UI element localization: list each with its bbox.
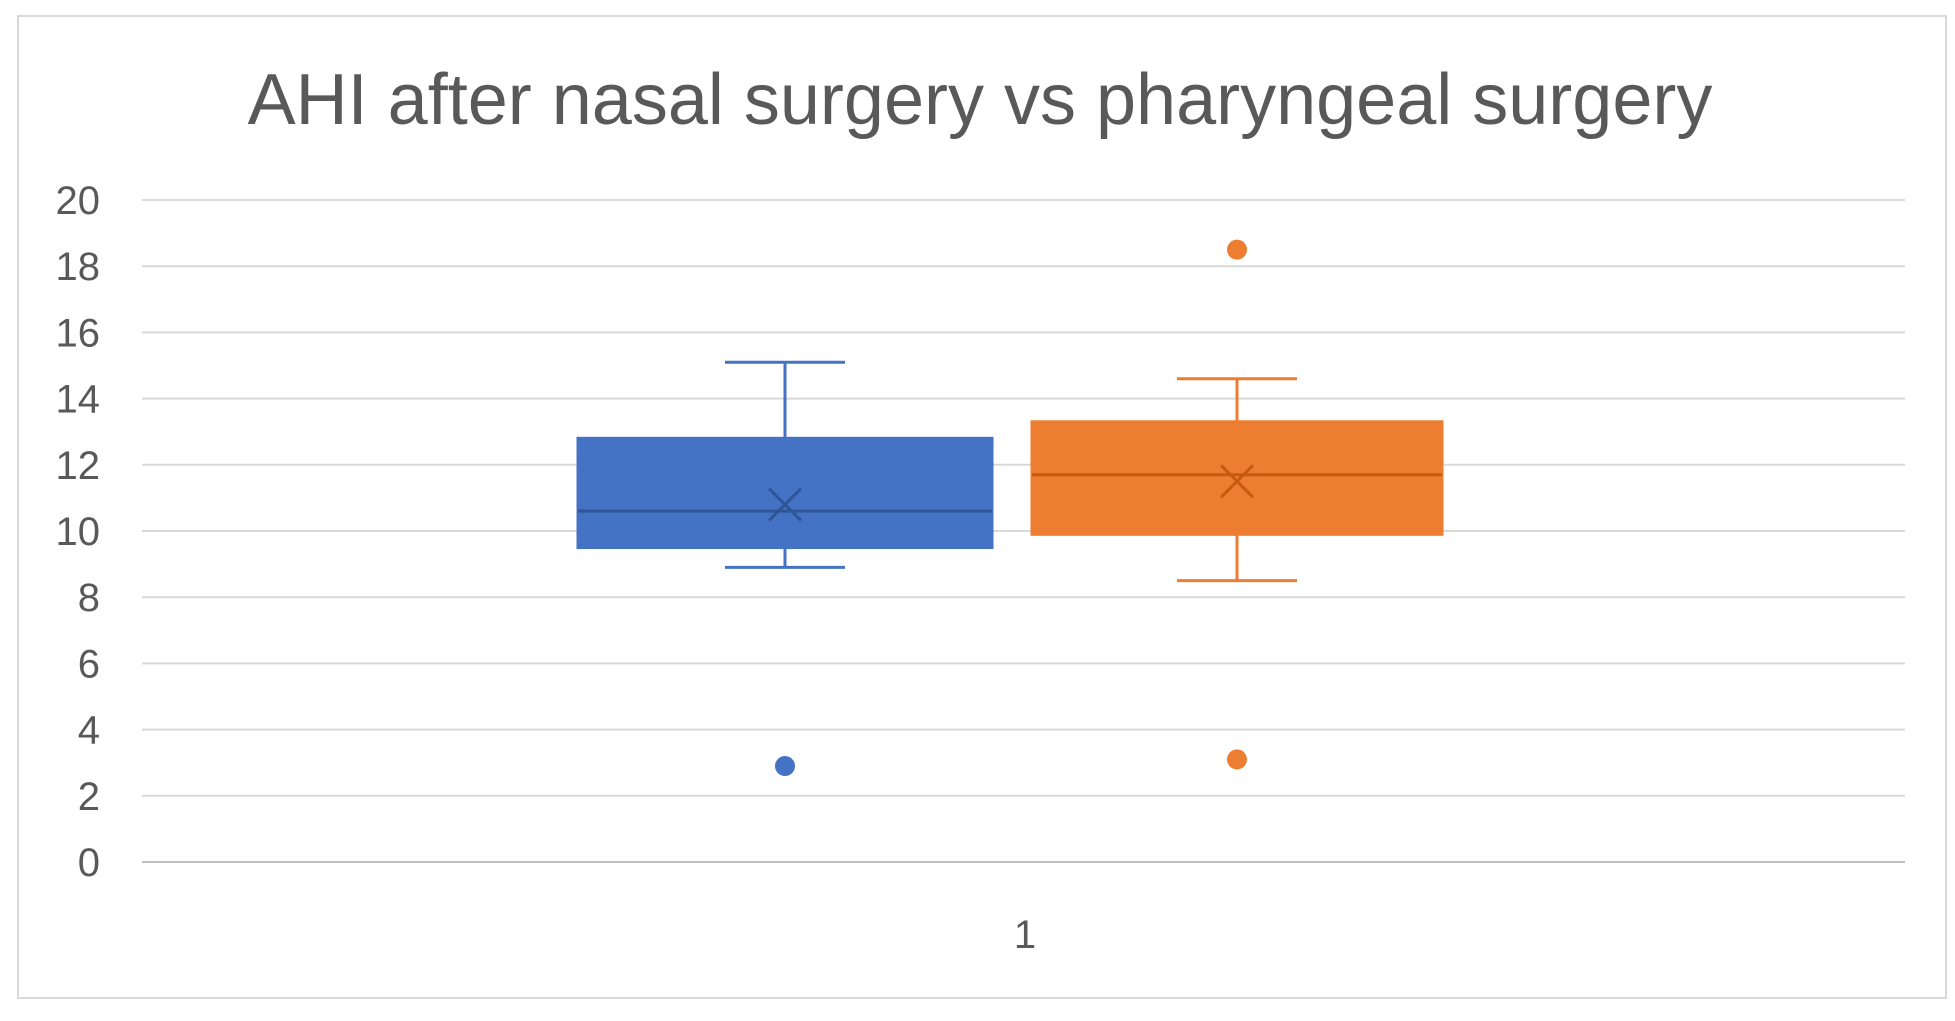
mean-marker bbox=[1219, 464, 1255, 499]
chart-title: AHI after nasal surgery vs pharyngeal su… bbox=[248, 60, 1713, 140]
y-tick-label: 14 bbox=[56, 378, 101, 422]
y-tick-label: 16 bbox=[56, 311, 101, 355]
y-tick-label: 10 bbox=[56, 510, 101, 554]
outlier-point bbox=[775, 756, 795, 777]
outlier-point bbox=[1227, 749, 1247, 770]
mean-marker bbox=[767, 487, 803, 522]
outlier-point bbox=[1227, 239, 1247, 260]
y-tick-label: 18 bbox=[56, 245, 101, 289]
y-tick-label: 6 bbox=[78, 642, 100, 686]
y-tick-label: 0 bbox=[78, 841, 100, 885]
y-tick-label: 4 bbox=[78, 709, 100, 753]
gridlines bbox=[142, 199, 1905, 863]
y-tick-label: 8 bbox=[78, 576, 100, 620]
y-tick-label: 20 bbox=[56, 179, 101, 223]
box-series bbox=[576, 239, 1444, 777]
y-axis-ticks: 0 2 4 6 8 10 12 14 16 18 20 bbox=[56, 179, 101, 885]
box-series-2 bbox=[1030, 239, 1444, 770]
y-tick-label: 2 bbox=[78, 775, 100, 819]
box-series-1 bbox=[576, 360, 994, 777]
box-iqr bbox=[1030, 420, 1444, 536]
box-iqr bbox=[576, 436, 994, 550]
y-tick-label: 12 bbox=[56, 444, 101, 488]
x-tick-label: 1 bbox=[1014, 913, 1036, 957]
